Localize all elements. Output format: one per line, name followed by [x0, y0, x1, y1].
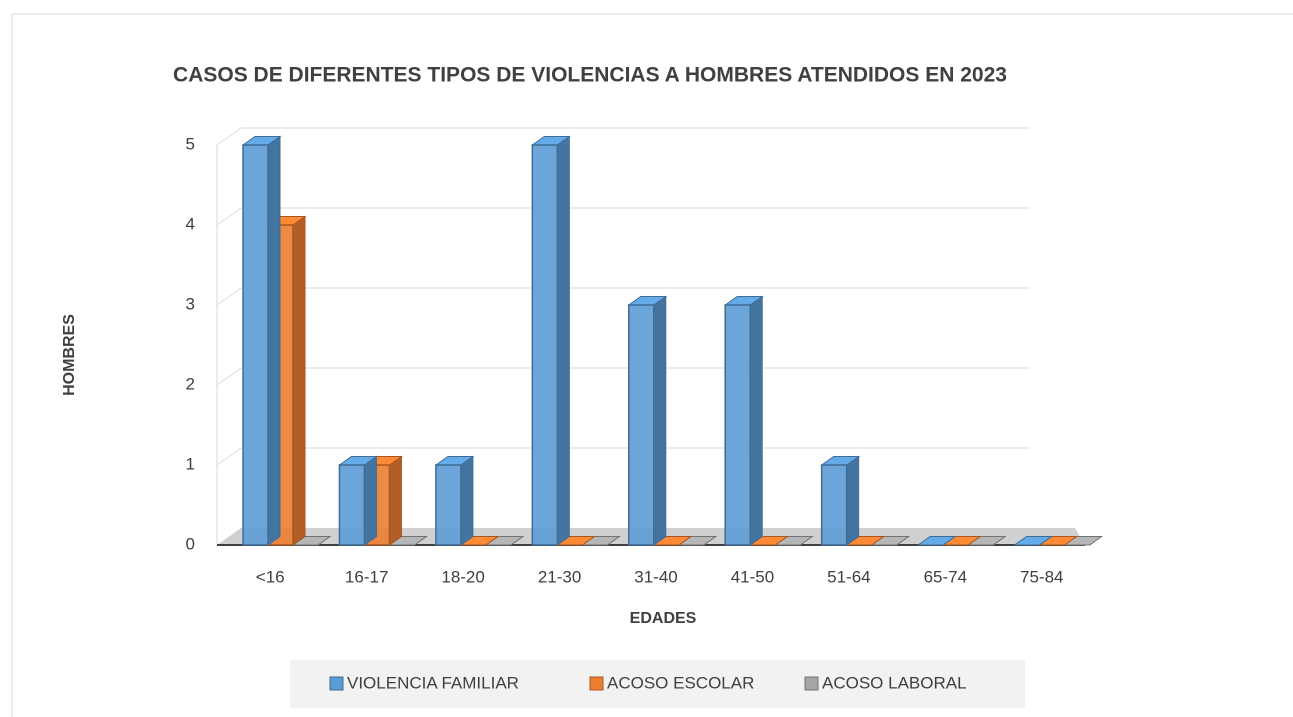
legend-swatch [589, 676, 604, 691]
bar [242, 144, 269, 546]
x-tick-label: 31-40 [634, 567, 677, 586]
legend-label: ACOSO ESCOLAR [607, 673, 754, 692]
grid-line [216, 367, 242, 386]
y-tick-label: 1 [186, 454, 195, 473]
y-tick-label: 4 [186, 214, 195, 233]
x-tick-label: 21-30 [538, 567, 581, 586]
bar-side [846, 455, 860, 546]
legend-swatch [804, 676, 819, 691]
bar [628, 304, 655, 546]
bar-side [460, 455, 474, 546]
bar-top [916, 536, 957, 546]
legend-swatch [329, 676, 344, 691]
bar-side [556, 135, 570, 546]
y-tick-label: 0 [186, 534, 195, 553]
bar-side [292, 215, 306, 546]
bar [724, 304, 751, 546]
bar [338, 464, 366, 546]
chart-title: CASOS DE DIFERENTES TIPOS DE VIOLENCIAS … [173, 64, 1007, 87]
bar [435, 464, 462, 546]
grid-line [216, 287, 242, 306]
bar-top [1012, 536, 1054, 546]
bar-side [363, 455, 377, 546]
legend-label: VIOLENCIA FAMILIAR [347, 673, 519, 692]
bar-side [749, 295, 763, 546]
bar [531, 144, 559, 546]
bar-side [653, 295, 667, 546]
x-axis-label: EDADES [630, 610, 697, 627]
x-tick-label: 41-50 [731, 567, 774, 586]
y-tick-label: 3 [186, 294, 195, 313]
x-tick-label: 16-17 [345, 567, 388, 586]
x-tick-label: 51-64 [827, 567, 870, 586]
legend-label: ACOSO LABORAL [822, 673, 967, 692]
bar [820, 464, 848, 546]
grid-line [216, 207, 242, 226]
x-tick-label: 18-20 [441, 567, 484, 586]
grid-line [216, 127, 242, 146]
legend-box [290, 660, 1025, 708]
y-axis-label: HOMBRES [61, 314, 78, 396]
y-tick-label: 2 [186, 374, 195, 393]
bar-side [388, 455, 402, 546]
grid-line [216, 447, 242, 466]
x-tick-label: 75-84 [1020, 567, 1063, 586]
bar-side [267, 135, 281, 546]
x-tick-label: <16 [256, 567, 285, 586]
x-tick-label: 65-74 [924, 567, 967, 586]
y-tick-label: 5 [186, 134, 195, 153]
